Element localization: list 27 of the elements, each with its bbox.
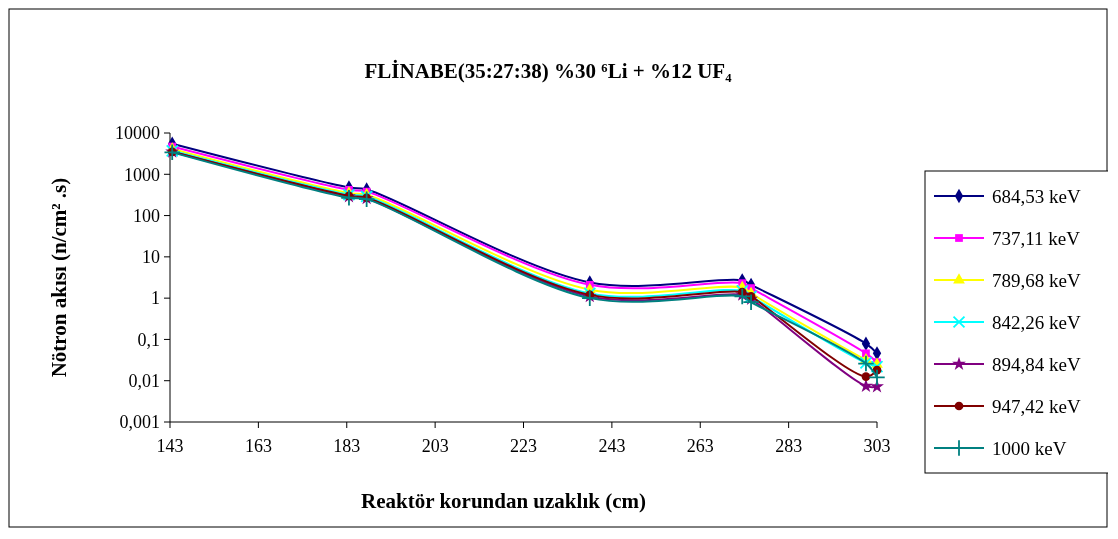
legend-label: 684,53 keV — [992, 185, 1081, 207]
x-tick-label: 283 — [775, 436, 803, 456]
x-tick-label: 183 — [333, 436, 361, 456]
legend-label: 842,26 keV — [992, 311, 1081, 333]
y-tick-label: 10000 — [115, 123, 160, 144]
x-tick-label: 203 — [421, 436, 449, 456]
y-tick-label: 1 — [151, 288, 160, 309]
legend-label: 1000 keV — [992, 437, 1067, 459]
x-tick-label: 143 — [156, 436, 184, 456]
y-tick-label: 0,1 — [137, 329, 160, 350]
x-tick-label: 303 — [863, 436, 891, 456]
y-tick-label: 10 — [142, 247, 160, 268]
x-axis-title: Reaktör korundan uzaklık (cm) — [361, 489, 646, 513]
y-tick-label: 0,001 — [119, 412, 160, 433]
legend-label: 894,84 keV — [992, 353, 1081, 375]
x-tick-label: 243 — [598, 436, 626, 456]
x-tick-label: 263 — [686, 436, 714, 456]
legend-label: 737,11 keV — [992, 227, 1081, 249]
x-tick-label: 163 — [244, 436, 272, 456]
x-tick-label: 223 — [510, 436, 537, 456]
legend-label: 789,68 keV — [992, 269, 1081, 291]
y-tick-label: 100 — [133, 205, 160, 226]
y-tick-label: 1000 — [124, 164, 160, 185]
legend-label: 947,42 keV — [992, 395, 1081, 417]
y-tick-label: 0,01 — [128, 371, 160, 392]
y-axis-title: Nötron akısı (n/cm² .s) — [47, 177, 71, 378]
chart-title: FLİNABE(35:27:38) %30 ⁶Li + %12 UF₄ — [364, 59, 733, 83]
